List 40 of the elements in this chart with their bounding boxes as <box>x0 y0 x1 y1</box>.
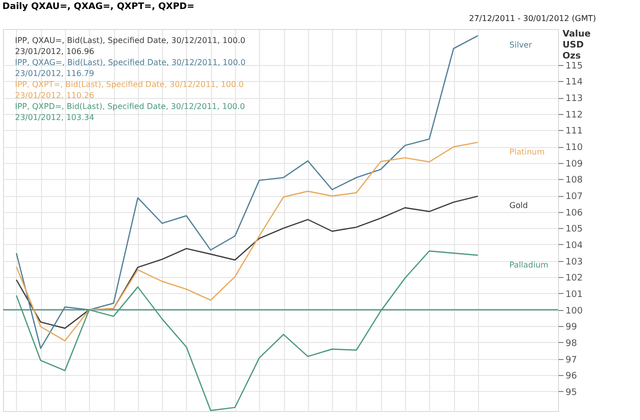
annotation: IPP, QXAG=, Bid(Last), Specified Date, 30/12/2011, 100.0 <box>15 58 246 67</box>
y-tick-label: 105 <box>566 224 583 235</box>
line-series <box>16 142 478 342</box>
y-tick-label: 107 <box>566 192 583 202</box>
y-tick-label: 111 <box>566 126 583 137</box>
y-tick-label: 95 <box>566 388 577 398</box>
y-tick-label: 115 <box>566 61 583 72</box>
y-tick-label: 96 <box>566 372 578 382</box>
annotation: 23/01/2012, 106.96 <box>15 47 94 56</box>
annotation: IPP, QXPT=, Bid(Last), Specified Date, 30/12/2011, 100.0 <box>15 80 244 89</box>
y-tick-label: 113 <box>566 94 583 104</box>
text: Silver <box>509 40 533 50</box>
annotation: IPP, QXAU=, Bid(Last), Specified Date, 30/12/2011, 100.0 <box>15 36 246 45</box>
y-tick-label: 109 <box>566 159 583 170</box>
y-tick-label: 99 <box>566 322 578 333</box>
annotation: 23/01/2012, 103.34 <box>15 113 94 122</box>
text: Palladium <box>509 260 549 270</box>
y-tick-label: 102 <box>566 274 583 284</box>
y-tick-label: 100 <box>566 306 583 316</box>
line-series <box>16 250 478 412</box>
y-tick-label: 98 <box>566 338 578 349</box>
y-tick-label: 110 <box>566 143 583 154</box>
line-series <box>16 35 478 349</box>
line-series <box>16 196 478 329</box>
y-axis-title: Value USD Ozs <box>562 30 591 62</box>
annotation: IPP, QXPD=, Bid(Last), Specified Date, 30/12/2011, 100.0 <box>15 102 246 111</box>
text: Platinum <box>509 147 545 156</box>
text: Gold <box>509 201 528 210</box>
y-tick-label: 108 <box>566 176 583 186</box>
y-tick-label: 106 <box>566 208 583 218</box>
y-tick-label: 104 <box>566 240 583 251</box>
y-tick-label: 101 <box>566 290 583 300</box>
chart-title: Daily QXAU=, QXAG=, QXPT=, QXPD= <box>2 2 194 12</box>
text: 27/12/2011 - 30/01/2012 (GMT) <box>469 14 596 23</box>
y-tick-label: 112 <box>566 110 583 120</box>
annotation: 23/01/2012, 116.79 <box>15 69 94 78</box>
y-tick-label: 97 <box>566 355 577 366</box>
y-tick-label: 103 <box>566 257 583 268</box>
y-tick-label: 114 <box>566 78 583 88</box>
annotation: 23/01/2012, 110.26 <box>15 91 94 100</box>
